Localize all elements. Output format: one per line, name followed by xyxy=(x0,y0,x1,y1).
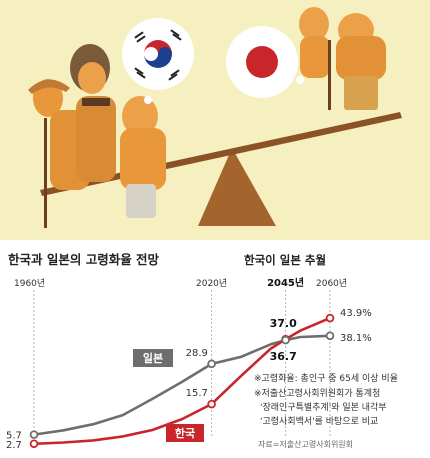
japan-bubble-dot xyxy=(296,76,304,84)
elder-hat-left xyxy=(28,79,70,94)
chart-subtitle: 한국이 일본 추월 xyxy=(244,253,326,267)
chart-title: 한국과 일본의 고령화율 전망 xyxy=(8,252,160,267)
japan-speech-bubble xyxy=(226,26,304,98)
seesaw-illustration xyxy=(0,0,430,240)
elder-body-mid xyxy=(76,96,116,182)
note-line-1: ※고령화율: 총인구 중 65세 이상 비율 xyxy=(254,372,398,384)
korea-series-label: 한국 xyxy=(175,426,195,440)
trigram-marks xyxy=(134,29,182,81)
data-label-japan-2020: 28.9 xyxy=(186,348,208,359)
point-japan-1960 xyxy=(29,430,39,439)
walking-cane xyxy=(44,118,47,228)
data-labels: 5.72.7 28.9 15.7 37.0 36.7 43.9% 38.1% xyxy=(6,308,372,451)
source-note: 자료=저출산고령사회위원회 xyxy=(258,439,353,449)
point-japan-2045 xyxy=(281,335,290,345)
year-label-2060: 2060년 xyxy=(316,278,347,289)
walking-cane-japan xyxy=(328,40,331,110)
point-korea-2020 xyxy=(207,399,216,409)
korean-elderly-group xyxy=(28,44,166,228)
elder-trousers-japan-2 xyxy=(344,76,378,110)
data-label-korea-2045: 37.0 xyxy=(270,317,297,330)
elder-face-mid xyxy=(78,62,106,94)
korea-series-badge xyxy=(166,424,204,442)
korea-speech-bubble xyxy=(122,18,194,104)
elder-scarf-mid xyxy=(82,98,110,106)
data-label-japan-2060: 38.1% xyxy=(340,333,372,344)
year-label-2045: 2045년 xyxy=(267,276,304,289)
seesaw-fulcrum xyxy=(198,148,276,226)
hinomaru-flag-icon xyxy=(246,46,278,78)
year-label-1960: 1960년 xyxy=(14,278,45,289)
data-label-japan-2045: 36.7 xyxy=(270,350,297,363)
year-label-2020: 2020년 xyxy=(196,278,227,289)
elder-head-front xyxy=(122,96,158,136)
aging-rate-chart: 한국과 일본의 고령화율 전망 한국이 일본 추월 1960년 2020년 2045… xyxy=(0,240,430,458)
taegeuk-blue xyxy=(144,47,172,68)
series-points xyxy=(29,313,335,449)
japanese-elderly-group xyxy=(299,7,386,110)
point-japan-2020 xyxy=(207,359,216,369)
korea-bubble-dot xyxy=(144,96,152,104)
aging-rate-chart-svg: 한국과 일본의 고령화율 전망 한국이 일본 추월 1960년 2020년 2045… xyxy=(6,252,398,451)
taegukgi-flag-icon xyxy=(134,29,182,81)
data-label-korea-1960: 2.7 xyxy=(6,440,22,451)
japan-series-label: 일본 xyxy=(143,351,163,365)
point-korea-1960 xyxy=(29,439,39,449)
point-japan-2060 xyxy=(325,331,335,341)
point-korea-2060 xyxy=(325,313,335,323)
japan-series-badge xyxy=(133,349,173,367)
note-line-3: '장래인구특별추계'와 일본 내각부 xyxy=(260,401,387,413)
elder-body-japan-1 xyxy=(300,36,330,78)
data-label-japan-1960: 5.7 xyxy=(6,431,22,442)
elder-body-japan-2 xyxy=(336,36,386,80)
elder-body-front xyxy=(120,128,166,190)
note-line-4: '고령사회백서'를 바탕으로 비교 xyxy=(260,415,378,427)
data-label-korea-2060: 43.9% xyxy=(340,308,372,319)
note-line-2: ※저출산고령사회위원회가 통계청 xyxy=(254,387,380,399)
data-label-korea-2020: 15.7 xyxy=(186,388,208,399)
elder-head-japan-1 xyxy=(299,7,329,41)
seesaw-illustration-svg xyxy=(28,7,402,228)
elder-trousers-front xyxy=(126,184,156,218)
